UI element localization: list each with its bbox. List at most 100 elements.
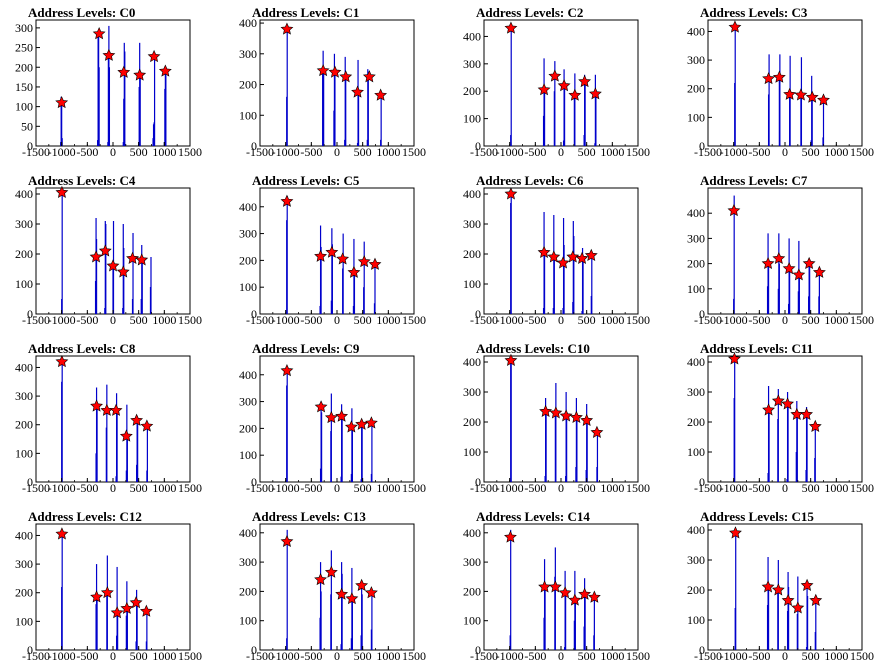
- x-tick-label: -1000: [496, 145, 524, 159]
- x-tick-label: 500: [578, 649, 596, 663]
- x-tick-label: -500: [300, 481, 322, 495]
- x-tick-label: -500: [524, 313, 546, 327]
- peak-marker: [280, 363, 294, 377]
- x-tick-label: -500: [76, 481, 98, 495]
- peak-marker: [98, 244, 112, 257]
- peak-marker: [568, 593, 582, 606]
- y-tick-label: 0: [27, 643, 33, 657]
- chart-svg: -1500-1000 -500 0 500 1000 1500 0 100 200 300 400: [15, 354, 202, 495]
- histogram-bin: [361, 594, 363, 650]
- peak-marker: [368, 257, 382, 270]
- chart-svg: -1500-1000 -500 0 500 1000 1500 0 100 200 300 400: [239, 16, 426, 159]
- y-tick-label: 100: [463, 112, 481, 126]
- x-tick-label: 1000: [152, 145, 176, 159]
- y-tick-label: 200: [687, 415, 705, 429]
- x-tick-label: -500: [524, 481, 546, 495]
- x-tick-label: 1500: [850, 649, 874, 663]
- histogram-bin: [334, 72, 336, 146]
- x-tick-label: 1500: [178, 649, 202, 663]
- peak-marker: [355, 578, 369, 591]
- peak-marker: [100, 585, 114, 599]
- peak-marker: [119, 429, 133, 442]
- peak-marker: [539, 404, 553, 417]
- histogram-bin: [132, 233, 134, 314]
- peak-marker: [568, 88, 582, 101]
- y-tick-label: 400: [239, 16, 257, 30]
- y-tick-label: 100: [239, 614, 257, 628]
- x-tick-label: 500: [130, 313, 148, 327]
- histogram-bin: [777, 389, 779, 482]
- histogram-bin: [331, 244, 333, 314]
- x-tick-label: -1000: [48, 649, 76, 663]
- peak-marker: [351, 85, 364, 98]
- peak-marker: [347, 265, 361, 278]
- y-tick-label: 250: [15, 41, 33, 55]
- y-tick-label: 200: [239, 253, 257, 267]
- histogram-bin: [139, 71, 141, 146]
- histogram-bin: [96, 407, 98, 482]
- peak-marker: [782, 261, 796, 275]
- y-tick-label: 300: [15, 557, 33, 571]
- peak-marker: [809, 593, 823, 606]
- x-tick-label: -500: [748, 649, 770, 663]
- x-tick-label: 1000: [600, 145, 624, 159]
- x-tick-label: 1000: [376, 481, 400, 495]
- y-tick-label: 100: [15, 277, 33, 291]
- x-tick-label: 0: [558, 313, 564, 327]
- histogram-bin: [353, 268, 356, 314]
- y-tick-label: 400: [463, 355, 481, 369]
- x-tick-label: -1000: [272, 313, 300, 327]
- plot-frame: [35, 19, 191, 147]
- histogram-bin: [733, 195, 735, 314]
- y-tick-label: 0: [27, 475, 33, 489]
- y-tick-label: 300: [239, 227, 257, 241]
- histogram-bin: [800, 57, 803, 147]
- histogram-bin: [361, 423, 363, 482]
- peak-marker: [584, 248, 598, 261]
- peak-marker: [792, 268, 806, 281]
- histogram-bin: [735, 530, 737, 650]
- chart-svg: -1500-1000 -500 0 500 1000 1500 0 100 200 300 400: [15, 523, 202, 663]
- x-tick-label: 1500: [402, 313, 426, 327]
- y-tick-label: 0: [699, 307, 705, 321]
- y-tick-label: 400: [15, 360, 33, 374]
- plot-frame: [707, 187, 863, 315]
- x-tick-label: 1500: [178, 145, 202, 159]
- peak-marker: [130, 413, 144, 426]
- histogram-bin: [165, 75, 167, 147]
- histogram-bin: [806, 596, 809, 650]
- peak-marker: [538, 580, 551, 593]
- histogram-bin: [146, 426, 148, 482]
- y-tick-label: 200: [15, 60, 33, 74]
- x-tick-label: 0: [558, 145, 564, 159]
- peak-marker: [771, 583, 785, 596]
- histogram-bin: [809, 263, 811, 314]
- histogram-bin: [345, 75, 347, 146]
- x-tick-label: -1000: [720, 313, 748, 327]
- histogram-bin: [796, 413, 798, 482]
- histogram-bin: [510, 529, 512, 650]
- peak-marker: [335, 587, 349, 600]
- histogram-bin: [768, 54, 770, 146]
- x-tick-label: 0: [782, 649, 788, 663]
- peak-marker: [55, 527, 69, 540]
- peak-marker: [548, 580, 562, 593]
- peak-marker: [558, 586, 572, 599]
- chart-svg: -1500-1000 -500 0 500 1000 1500 0 100 200 300 400: [463, 19, 650, 159]
- x-tick-label: -1000: [720, 649, 748, 663]
- y-tick-label: 0: [699, 139, 705, 153]
- x-tick-label: 0: [334, 145, 340, 159]
- x-tick-label: -1000: [48, 145, 76, 159]
- peak-marker: [117, 65, 131, 78]
- histogram-bin: [126, 436, 128, 482]
- histogram-bin: [584, 594, 586, 650]
- peak-marker: [547, 250, 561, 263]
- y-tick-label: 300: [687, 231, 705, 245]
- peak-marker: [129, 596, 143, 609]
- x-tick-label: 0: [782, 313, 788, 327]
- x-tick-label: -500: [748, 313, 770, 327]
- histogram-bin: [787, 587, 790, 650]
- peak-marker: [808, 419, 822, 432]
- histogram-bin: [286, 366, 288, 482]
- x-tick-label: -1500: [246, 649, 274, 663]
